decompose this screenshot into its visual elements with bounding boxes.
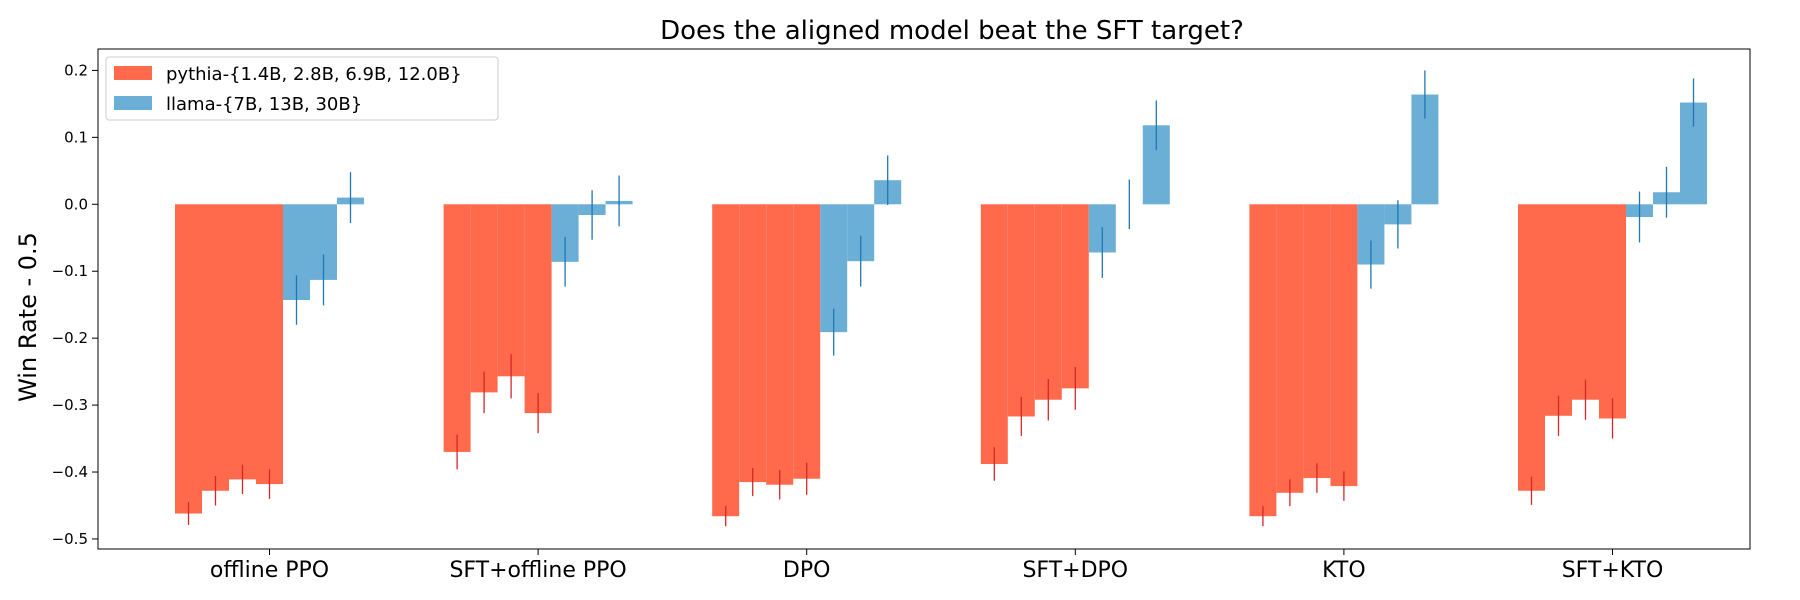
legend-label-llama: llama-{7B, 13B, 30B} <box>166 94 362 115</box>
bar-pythia-2-3 <box>793 204 821 479</box>
bar-pythia-0-0 <box>175 204 202 514</box>
y-tick-label: 0.0 <box>64 195 88 213</box>
legend-label-pythia: pythia-{1.4B, 2.8B, 6.9B, 12.0B} <box>166 64 462 85</box>
bar-pythia-1-2 <box>497 204 525 377</box>
error-bars-layer <box>187 70 1695 527</box>
bar-pythia-3-0 <box>980 204 1008 464</box>
x-tick-label: DPO <box>783 558 831 583</box>
y-axis: −0.5 −0.4 −0.3 −0.2 −0.1 0.0 0.1 0.2 <box>52 61 98 548</box>
bar-pythia-4-2 <box>1303 204 1331 479</box>
y-tick-label: −0.2 <box>52 329 88 347</box>
bars-layer <box>175 94 1707 517</box>
legend-box <box>105 56 499 121</box>
bar-pythia-1-3 <box>524 204 552 414</box>
bar-pythia-0-1 <box>202 204 229 491</box>
bar-pythia-1-0 <box>443 204 471 452</box>
x-tick-label: offline PPO <box>210 558 329 583</box>
bar-pythia-5-3 <box>1599 204 1626 419</box>
bar-pythia-3-3 <box>1061 204 1089 389</box>
legend-swatch-llama <box>114 96 152 110</box>
legend-swatch-pythia <box>114 66 152 80</box>
x-axis: offline PPO SFT+offline PPO DPO SFT+DPO KTO S… <box>210 549 1663 583</box>
bar-pythia-5-2 <box>1572 204 1599 400</box>
legend: pythia-{1.4B, 2.8B, 6.9B, 12.0B} llama-{… <box>105 56 499 121</box>
y-tick-label: 0.1 <box>64 128 88 146</box>
bar-pythia-4-1 <box>1276 204 1304 493</box>
bar-pythia-2-1 <box>739 204 767 483</box>
y-tick-label: 0.2 <box>64 61 88 79</box>
y-tick-label: −0.5 <box>52 530 88 548</box>
bar-pythia-4-3 <box>1330 204 1358 487</box>
x-tick-label: KTO <box>1322 558 1365 583</box>
bar-pythia-5-0 <box>1518 204 1545 491</box>
bar-pythia-1-1 <box>470 204 498 393</box>
bar-pythia-0-2 <box>229 204 256 480</box>
y-axis-label: Win Rate - 0.5 <box>14 232 42 402</box>
bar-pythia-0-3 <box>256 204 283 485</box>
y-tick-label: −0.3 <box>52 396 88 414</box>
y-tick-label: −0.4 <box>52 463 88 481</box>
x-tick-label: SFT+offline PPO <box>449 558 626 583</box>
bar-pythia-5-1 <box>1545 204 1572 416</box>
bar-pythia-3-1 <box>1007 204 1035 417</box>
bar-pythia-3-2 <box>1034 204 1062 400</box>
bar-pythia-2-2 <box>766 204 794 485</box>
bar-pythia-4-0 <box>1249 204 1277 517</box>
bar-pythia-2-0 <box>712 204 740 517</box>
plot-frame <box>97 48 1751 550</box>
x-tick-label: SFT+DPO <box>1022 558 1128 583</box>
y-tick-label: −0.1 <box>52 262 88 280</box>
x-tick-label: SFT+KTO <box>1562 558 1664 583</box>
chart-title: Does the aligned model beat the SFT targ… <box>660 16 1244 46</box>
